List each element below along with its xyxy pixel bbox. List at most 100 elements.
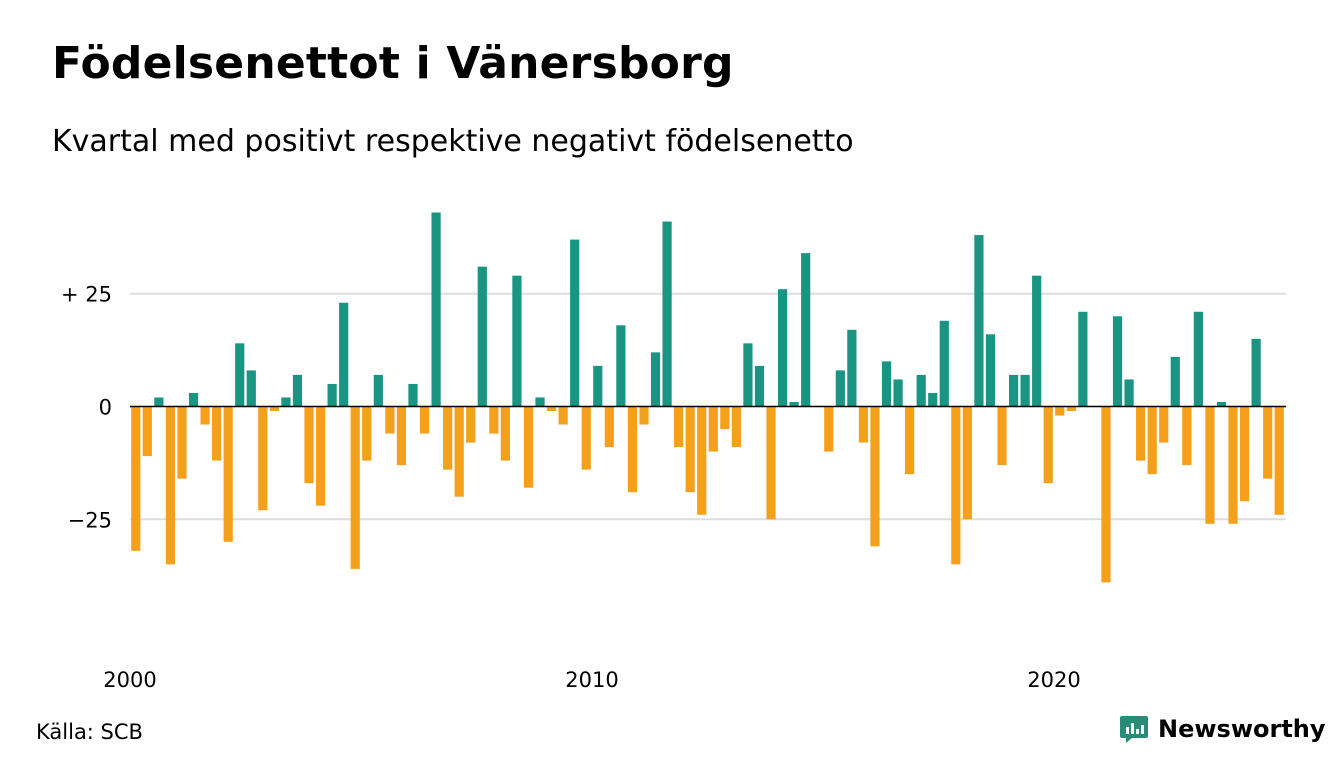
bar-positive — [154, 397, 164, 407]
bar-negative — [1101, 406, 1111, 583]
bar-negative — [1136, 406, 1146, 461]
bar-negative — [546, 406, 557, 411]
grid-lines — [130, 292, 1286, 521]
bar-positive — [431, 212, 441, 407]
bar-positive — [1193, 311, 1203, 407]
bar-positive — [847, 329, 857, 407]
bar-negative — [315, 406, 326, 506]
bar-negative — [1263, 406, 1273, 479]
bar-negative — [1274, 406, 1284, 515]
bar-negative — [350, 406, 360, 569]
bar-negative — [396, 406, 407, 466]
bar-negative — [1147, 406, 1157, 475]
bar-positive — [777, 289, 788, 407]
bar-positive — [281, 397, 291, 407]
x-tick-label: 2000 — [103, 668, 156, 692]
bar-negative — [443, 406, 453, 470]
bar-positive — [974, 235, 984, 407]
bar-positive — [916, 374, 926, 407]
newsworthy-logo-icon — [1120, 716, 1148, 743]
bar-negative — [604, 406, 614, 448]
bar-positive — [246, 370, 256, 407]
bar-positive — [754, 365, 765, 407]
bar-positive — [801, 253, 811, 407]
bar-negative — [454, 406, 464, 497]
bar-negative — [766, 406, 776, 520]
bar-positive — [373, 374, 383, 407]
bar-positive — [1216, 401, 1227, 407]
bar-negative — [142, 406, 152, 457]
bar-negative — [720, 406, 730, 430]
x-tick-label: 2010 — [565, 668, 618, 692]
bar-negative — [258, 406, 268, 511]
bar-positive — [188, 392, 199, 407]
bar-negative — [385, 406, 395, 434]
bar-positive — [570, 239, 580, 407]
bar-negative — [1182, 406, 1192, 466]
bar-positive — [743, 343, 753, 407]
bar-positive — [1078, 311, 1088, 407]
bar-negative — [951, 406, 961, 565]
bar-positive — [1020, 374, 1030, 407]
bar-negative — [581, 406, 591, 470]
bar-positive — [881, 361, 892, 407]
bars — [131, 212, 1284, 583]
bar-positive — [662, 221, 672, 407]
bar-negative — [858, 406, 869, 443]
y-tick-label: + 25 — [61, 283, 112, 307]
y-tick-label: 0 — [99, 395, 112, 419]
bar-positive — [235, 343, 245, 407]
bar-negative — [304, 406, 314, 484]
bar-negative — [905, 406, 915, 475]
bar-positive — [835, 370, 845, 407]
bar-positive — [512, 275, 522, 407]
bar-positive — [1032, 275, 1042, 407]
bar-negative — [523, 406, 534, 488]
bar-positive — [292, 374, 303, 407]
bar-positive — [593, 365, 603, 407]
bar-negative — [639, 406, 649, 425]
x-tick-label: 2020 — [1027, 668, 1080, 692]
bar-negative — [1055, 406, 1065, 416]
bar-positive — [477, 266, 487, 407]
bar-negative — [627, 406, 638, 493]
bar-negative — [558, 406, 568, 425]
bar-negative — [708, 406, 718, 452]
brand-name: Newsworthy — [1158, 715, 1326, 743]
bar-negative — [962, 406, 972, 520]
bar-negative — [269, 406, 279, 411]
bar-negative — [997, 406, 1007, 466]
y-tick-label: −25 — [68, 508, 112, 532]
bar-positive — [408, 383, 418, 407]
bar-negative — [177, 406, 187, 479]
bar-negative — [731, 406, 741, 448]
bar-positive — [616, 325, 626, 407]
bar-negative — [870, 406, 880, 547]
x-axis-ticks: 2000 2010 2020 — [103, 668, 1080, 692]
bar-negative — [824, 406, 834, 452]
bar-positive — [535, 397, 545, 407]
brand-logo: Newsworthy — [1118, 713, 1326, 745]
bar-negative — [212, 406, 222, 461]
bar-negative — [466, 406, 476, 443]
chart-title: Födelsenettot i Vänersborg — [52, 38, 734, 89]
bar-positive — [985, 334, 996, 407]
bar-negative — [1043, 406, 1053, 484]
bar-negative — [697, 406, 707, 515]
bar-positive — [327, 383, 337, 407]
source-note: Källa: SCB — [36, 720, 143, 744]
bar-negative — [489, 406, 499, 434]
bar-negative — [419, 406, 430, 434]
chart-subtitle: Kvartal med positivt respektive negativt… — [52, 124, 854, 159]
bar-positive — [339, 302, 349, 407]
y-axis-ticks: + 25 0 −25 — [61, 283, 112, 533]
bar-positive — [1170, 356, 1180, 407]
bar-positive — [928, 392, 938, 407]
bar-positive — [939, 320, 949, 407]
bar-positive — [650, 352, 661, 407]
bar-negative — [200, 406, 210, 425]
bar-negative — [223, 406, 233, 542]
bar-positive — [893, 379, 903, 407]
bar-negative — [131, 406, 141, 551]
